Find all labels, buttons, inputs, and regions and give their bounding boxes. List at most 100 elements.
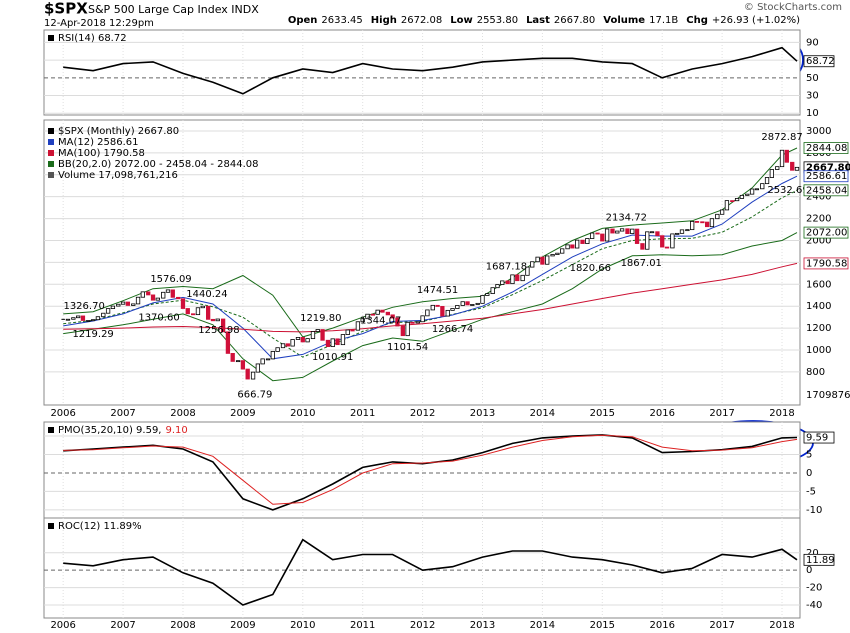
candle bbox=[705, 221, 710, 228]
quote-value: 2667.80 bbox=[554, 15, 595, 26]
quote-value: 2553.80 bbox=[477, 15, 518, 26]
last-value-label: 11.89 bbox=[806, 555, 835, 566]
quote-label: Chg bbox=[686, 15, 708, 26]
legend-swatch bbox=[48, 161, 54, 167]
candle bbox=[515, 274, 520, 282]
candle bbox=[440, 306, 445, 317]
candle bbox=[375, 309, 380, 315]
panel-frame bbox=[43, 517, 801, 619]
price-annotation: 1820.66 bbox=[570, 263, 611, 274]
legend-swatch bbox=[48, 427, 54, 433]
candle bbox=[724, 200, 730, 211]
bb-middle bbox=[63, 189, 798, 358]
candle bbox=[245, 368, 250, 380]
candle bbox=[485, 293, 490, 296]
y-tick-label: 2000 bbox=[806, 235, 831, 246]
quote-value: +26.93 (+1.02%) bbox=[712, 15, 800, 26]
candle bbox=[540, 256, 545, 265]
candle bbox=[290, 339, 295, 347]
candle bbox=[475, 302, 480, 305]
candle bbox=[520, 274, 525, 282]
price-annotation: 1326.70 bbox=[63, 301, 104, 312]
x-tick-label: 2007 bbox=[110, 408, 135, 419]
candle bbox=[575, 239, 580, 249]
last-value-label: 2458.04 bbox=[806, 185, 847, 196]
legend-entry: MA(100) 1790.58 bbox=[58, 148, 145, 159]
y-tick-label: 10 bbox=[806, 108, 819, 119]
x-tick-label: 2006 bbox=[50, 408, 75, 419]
quote-value: 17.1B bbox=[649, 15, 678, 26]
candle bbox=[101, 312, 106, 318]
candle bbox=[500, 280, 505, 285]
candle bbox=[360, 318, 365, 323]
y-tick-label: 1000 bbox=[806, 345, 831, 356]
candle bbox=[715, 213, 720, 220]
panel-frame bbox=[43, 29, 801, 116]
legend-swatch bbox=[48, 139, 54, 145]
candle bbox=[769, 169, 774, 178]
candle bbox=[630, 228, 635, 234]
price-annotation: 2134.72 bbox=[606, 213, 647, 224]
candle bbox=[200, 305, 205, 309]
price-annotation: 2872.87 bbox=[761, 132, 802, 143]
candle bbox=[445, 309, 450, 317]
price-annotation: 666.79 bbox=[237, 390, 272, 401]
candle bbox=[355, 321, 361, 331]
candle bbox=[505, 280, 510, 285]
candle bbox=[545, 255, 550, 265]
price-annotation: 1256.98 bbox=[198, 325, 239, 336]
x-tick-label: 2016 bbox=[649, 620, 674, 631]
last-value-label: 2844.08 bbox=[806, 143, 847, 154]
candle bbox=[235, 360, 241, 363]
candle bbox=[90, 319, 96, 322]
x-tick-label: 2018 bbox=[769, 408, 794, 419]
legend: RSI(14) 68.72 bbox=[58, 33, 127, 44]
price-annotation: 2532.69 bbox=[767, 185, 808, 196]
candle bbox=[350, 329, 355, 332]
candle bbox=[794, 166, 800, 171]
candle bbox=[205, 305, 211, 320]
candle bbox=[215, 318, 220, 322]
candle bbox=[315, 329, 320, 332]
candle bbox=[585, 238, 590, 244]
candle bbox=[295, 337, 301, 340]
candle bbox=[640, 243, 645, 250]
candle bbox=[694, 221, 700, 223]
y-tick-label: 0 bbox=[806, 468, 812, 479]
candle bbox=[510, 274, 515, 285]
candle bbox=[345, 329, 350, 335]
candle bbox=[700, 221, 705, 224]
x-tick-label: 2008 bbox=[170, 408, 195, 419]
candle bbox=[435, 304, 440, 307]
candle bbox=[260, 358, 265, 365]
candle bbox=[415, 321, 420, 324]
y-tick-label: 800 bbox=[806, 367, 825, 378]
price-annotation: 1474.51 bbox=[417, 285, 458, 296]
legend-swatch bbox=[48, 523, 54, 529]
candle bbox=[250, 371, 256, 380]
candle bbox=[135, 296, 141, 305]
candle bbox=[80, 315, 86, 321]
candle bbox=[670, 233, 675, 249]
quote-line: Open 2633.45 High 2672.08 Low 2553.80 Last 2667… bbox=[288, 15, 800, 26]
last-value-label: 2667.80 bbox=[806, 162, 850, 173]
price-annotation: 1010.91 bbox=[312, 352, 353, 363]
last-value-label: 2072.00 bbox=[806, 228, 847, 239]
price-annotation: 1687.18 bbox=[486, 262, 527, 273]
x-tick-label: 2011 bbox=[350, 408, 375, 419]
candle bbox=[285, 343, 290, 347]
candle bbox=[730, 200, 735, 203]
legend-entry: PMO(35,20,10) 9.59, bbox=[58, 425, 162, 436]
x-tick-label: 2017 bbox=[709, 620, 734, 631]
quote-value: 2633.45 bbox=[321, 15, 362, 26]
last-value-box bbox=[803, 55, 835, 68]
candle bbox=[365, 313, 370, 320]
candle bbox=[410, 321, 415, 324]
candle bbox=[690, 221, 695, 231]
x-tick-label: 2010 bbox=[290, 408, 315, 419]
price-annotation: 1344.07 bbox=[360, 315, 401, 326]
candle bbox=[625, 228, 630, 234]
x-tick-label: 2013 bbox=[470, 408, 495, 419]
y-tick-label: 20 bbox=[806, 548, 819, 559]
candle bbox=[455, 305, 460, 309]
